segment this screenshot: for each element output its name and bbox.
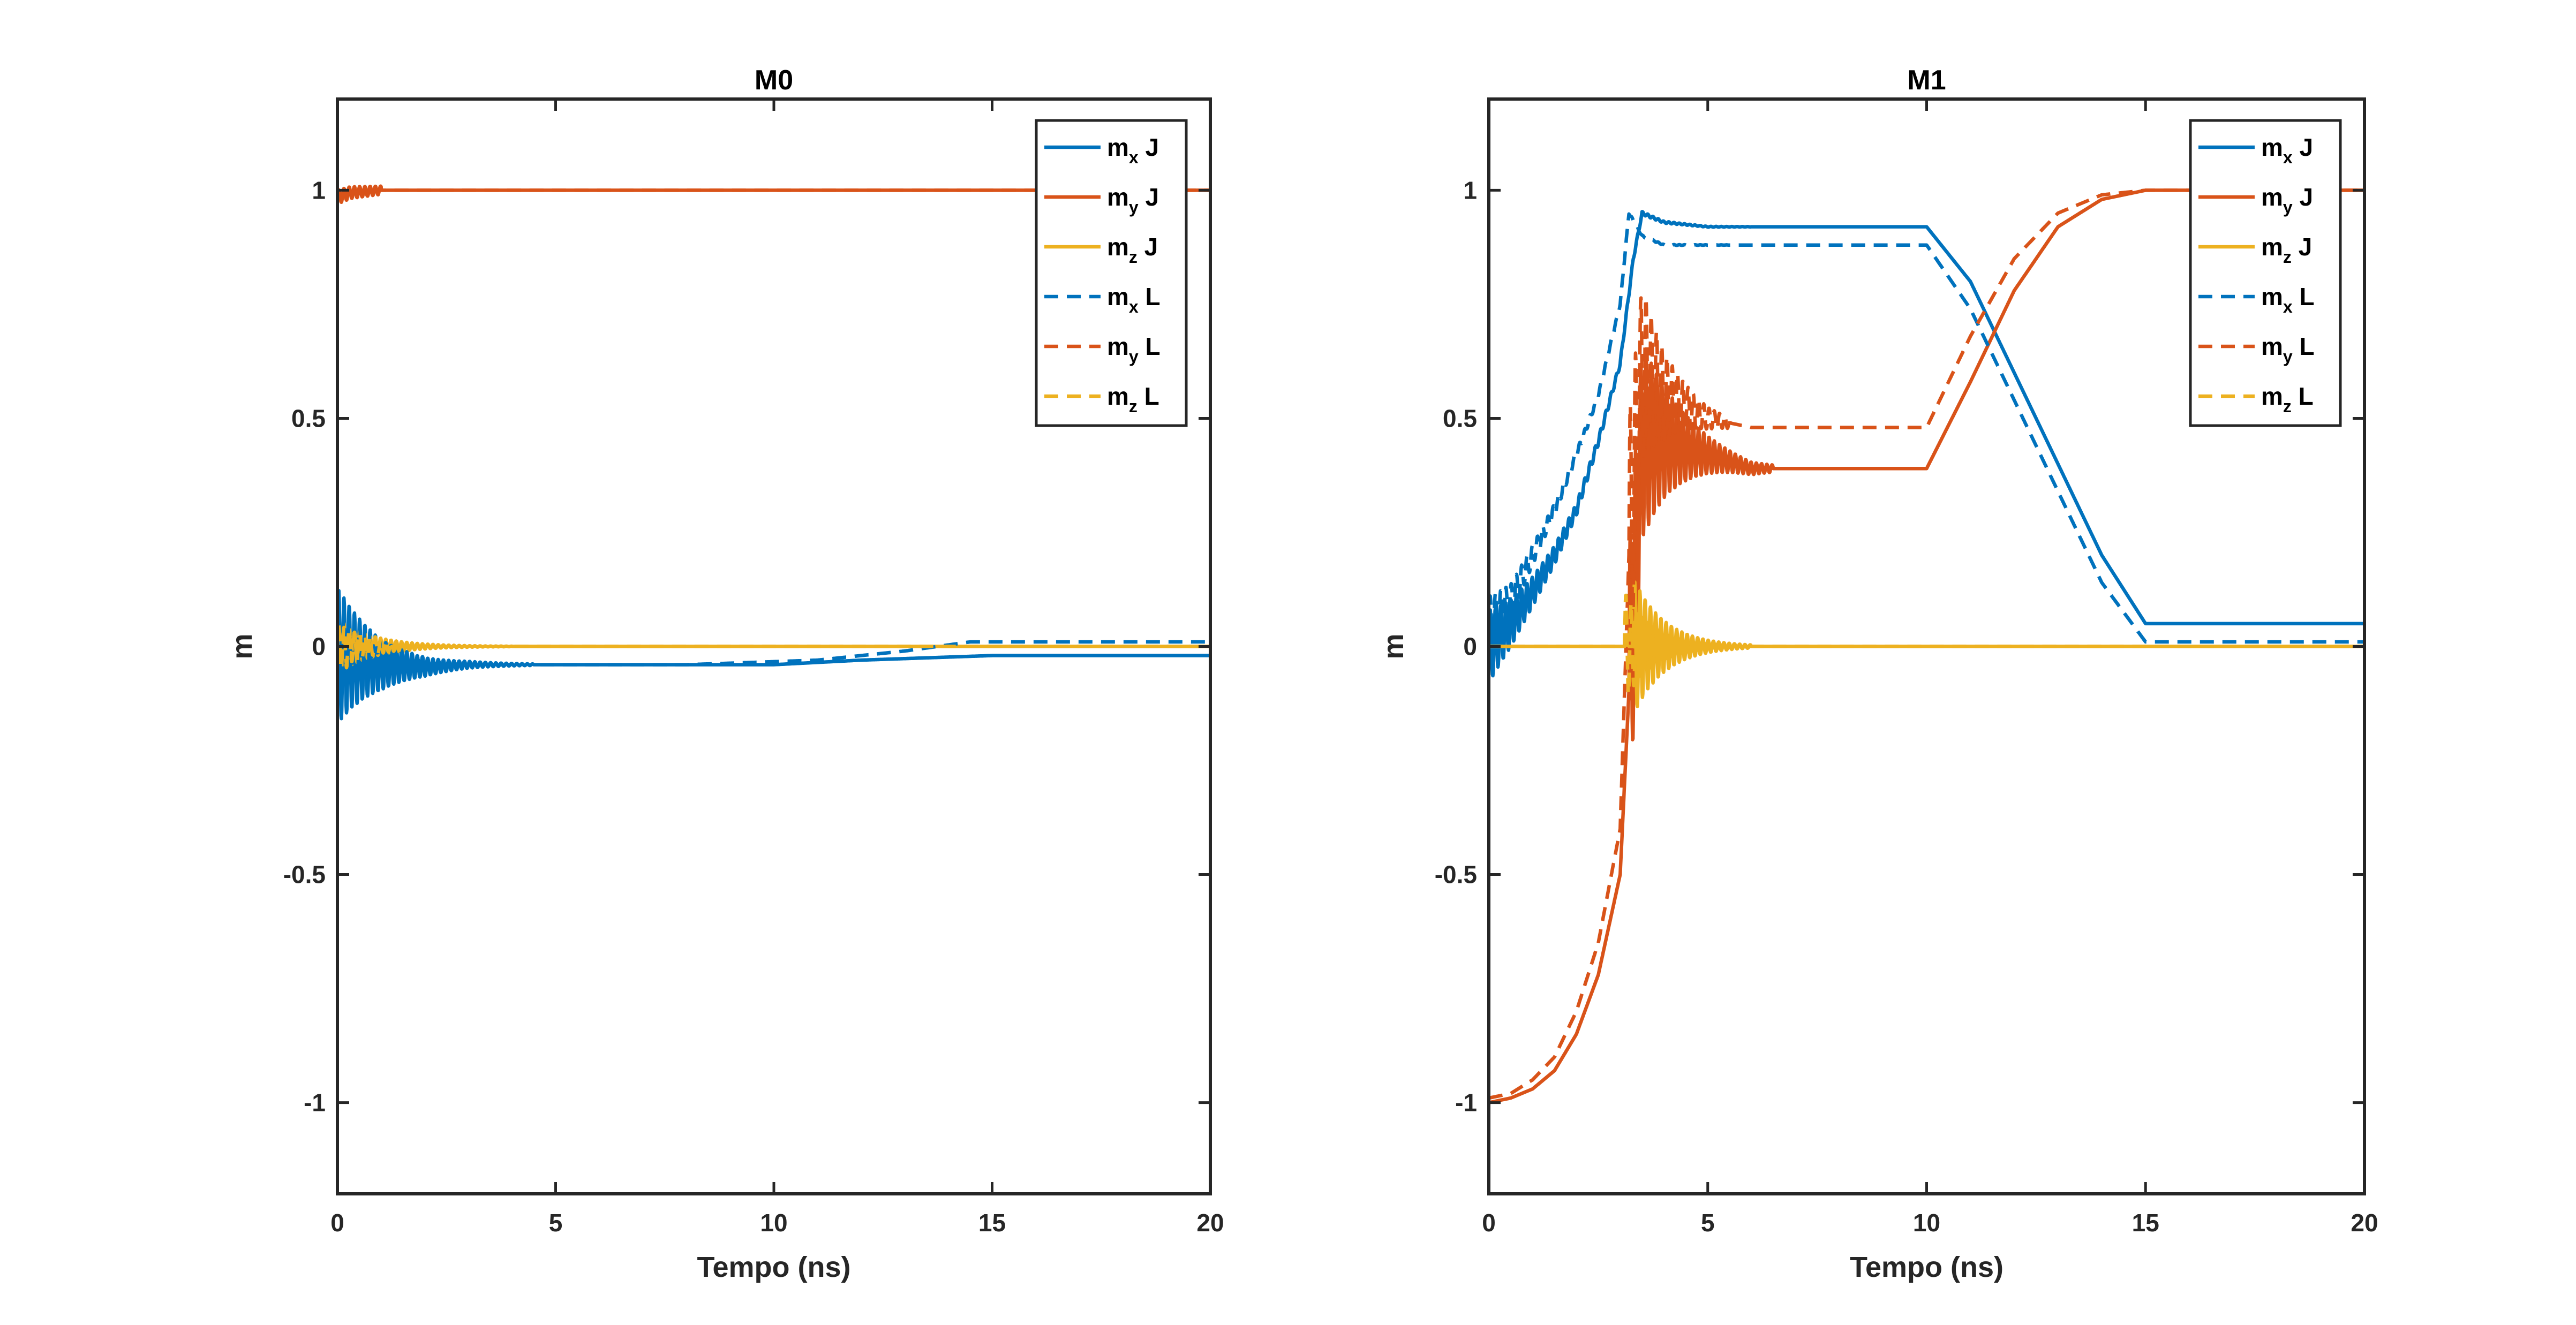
legend-box (1035, 119, 1188, 427)
y-tick-label: -1 (1455, 1089, 1477, 1117)
legend-label: mz J (1107, 233, 1158, 267)
y-tick-label: -0.5 (283, 861, 326, 889)
y-tick-label: -0.5 (1435, 861, 1477, 889)
y-tick-label: 1 (1463, 176, 1477, 204)
x-tick-label: 20 (1196, 1209, 1224, 1237)
y-axis-label: m (226, 633, 258, 659)
plot-panel-m1: 0 5 10 15 20 -1 -0.5 0 0.5 1 M1 Tempo (ns) m mx J my J… (1377, 65, 2378, 1283)
x-tick-label: 5 (549, 1209, 563, 1237)
x-axis-label: Tempo (ns) (1850, 1251, 2003, 1283)
x-tick-label: 0 (1482, 1209, 1496, 1237)
x-tick-label: 0 (330, 1209, 344, 1237)
legend-label: mx J (1107, 133, 1159, 167)
y-tick-label: 0.5 (291, 404, 326, 432)
legend-label: mz L (1107, 382, 1159, 416)
legend-label: mx L (1107, 283, 1161, 316)
legend-label: mz L (2261, 382, 2314, 416)
series-line-4 (1489, 212, 2364, 646)
series-line-6 (1489, 593, 2364, 695)
plot-title: M1 (1907, 65, 1946, 96)
y-tick-label: 1 (312, 176, 326, 204)
series-group (337, 184, 1210, 721)
legend-box (2189, 119, 2342, 427)
series-line-6 (337, 623, 1210, 669)
y-tick-label: -1 (304, 1089, 326, 1117)
x-axis-label: Tempo (ns) (697, 1251, 851, 1283)
y-tick-label: 0 (1463, 633, 1477, 661)
x-tick-label: 10 (760, 1209, 787, 1237)
legend-label: my J (2261, 183, 2313, 217)
x-tick-label: 5 (1701, 1209, 1715, 1237)
plot-panel-m0: 0 5 10 15 20 -1 -0.5 0 0.5 1 M0 Tempo (ns) m mx J my J… (226, 65, 1224, 1283)
y-tick-label: 0.5 (1443, 404, 1477, 432)
x-tick-label: 20 (2351, 1209, 2378, 1237)
x-tick-label: 15 (978, 1209, 1006, 1237)
legend-label: mx L (2261, 283, 2315, 316)
x-tick-label: 15 (2132, 1209, 2159, 1237)
y-tick-label: 0 (312, 633, 326, 661)
legend: mx J my J mz J mx L my L mz L (2189, 119, 2342, 427)
legend: mx J my J mz J mx L my L mz L (1035, 119, 1188, 427)
series-line-4 (337, 602, 1210, 708)
series-line-1 (1489, 210, 2364, 678)
y-axis-label: m (1377, 633, 1410, 659)
x-tick-label: 10 (1913, 1209, 1940, 1237)
plot-title: M0 (755, 65, 793, 96)
legend-label: mz J (2261, 233, 2312, 267)
legend-label: my L (1107, 332, 1161, 366)
legend-label: my J (1107, 183, 1159, 217)
legend-label: my L (2261, 332, 2315, 366)
legend-label: mx J (2261, 133, 2313, 167)
